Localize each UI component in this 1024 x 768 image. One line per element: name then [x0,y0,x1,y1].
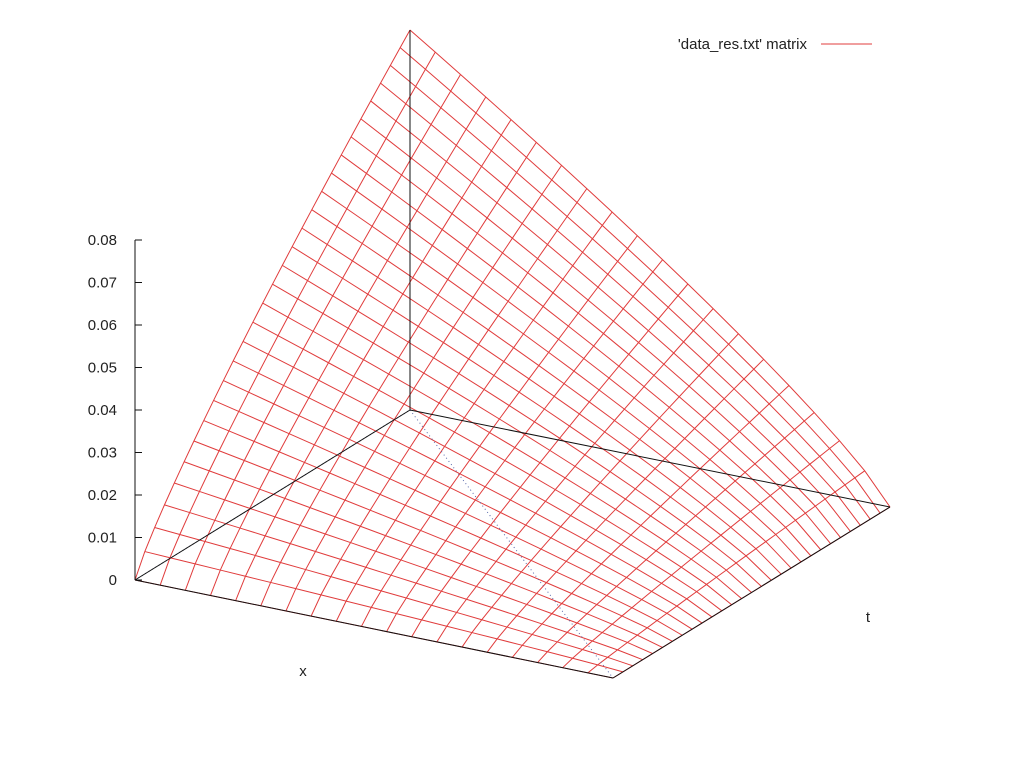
hidden-base-line [409,409,614,679]
mesh-line-x [436,308,714,643]
mesh-line-t [144,551,624,673]
x-axis-line [134,579,614,679]
mesh-line-t [301,227,782,575]
mesh-line-t [282,264,762,587]
mesh-line-t [331,172,812,557]
z-axis-ticks: 0 0.01 0.02 0.03 0.04 0.05 0.06 0.07 0.08 [88,232,142,589]
z-tick-label: 0 [109,572,117,589]
mesh-line-t [213,399,693,630]
mesh-line-x [184,74,461,591]
mesh-line-x [159,51,436,586]
mesh-line-t [242,341,723,612]
z-tick-label: 0.07 [88,275,117,292]
mesh-line-t [252,321,733,606]
x-axis-label: x [299,663,307,680]
mesh-line-x [386,259,664,632]
z-tick-label: 0.04 [88,402,117,419]
mesh-line-x [310,188,588,617]
mesh-line-x [537,412,815,663]
mesh-line-t [203,420,683,636]
legend-entry-label: 'data_res.txt' matrix [678,36,808,53]
back-base-line [409,409,891,508]
legend: 'data_res.txt' matrix [678,36,872,53]
left-base-line [134,409,411,581]
mesh-line-t [311,209,792,569]
mesh-line-x [486,358,765,653]
mesh-line-t [164,504,643,661]
t-axis-label: t [866,609,871,626]
mesh-line-x [461,333,739,648]
mesh-line-x [335,211,613,622]
axes [134,30,891,679]
mesh-line-t [174,482,653,655]
mesh-line-t [380,82,861,526]
mesh-line-t [350,136,832,544]
mesh-line-t [291,246,772,581]
mesh-line-x [285,165,562,612]
mesh-line-t [360,118,841,538]
z-tick-label: 0.02 [88,487,117,504]
surface-mesh [134,29,891,679]
mesh-line-t [232,360,713,618]
mesh-line-t [154,527,633,667]
mesh-line-t [321,190,802,563]
z-tick-label: 0.03 [88,445,117,462]
mesh-line-t [399,47,881,514]
mesh-line-x [134,29,411,581]
mesh-line-t [370,100,851,532]
t-axis-line [612,506,891,679]
mesh-line-t [390,64,871,520]
z-tick-label: 0.06 [88,317,117,334]
mesh-line-t [193,440,673,642]
mesh-line-t [340,154,822,551]
z-tick-label: 0.08 [88,232,117,249]
mesh-line-t [409,29,891,508]
mesh-line-t [262,302,742,599]
mesh-line-t [272,283,752,593]
z-tick-label: 0.05 [88,360,117,377]
mesh-line-x [511,385,790,658]
mesh-line-t [223,380,703,624]
mesh-line-t [183,461,663,648]
z-tick-label: 0.01 [88,530,117,547]
